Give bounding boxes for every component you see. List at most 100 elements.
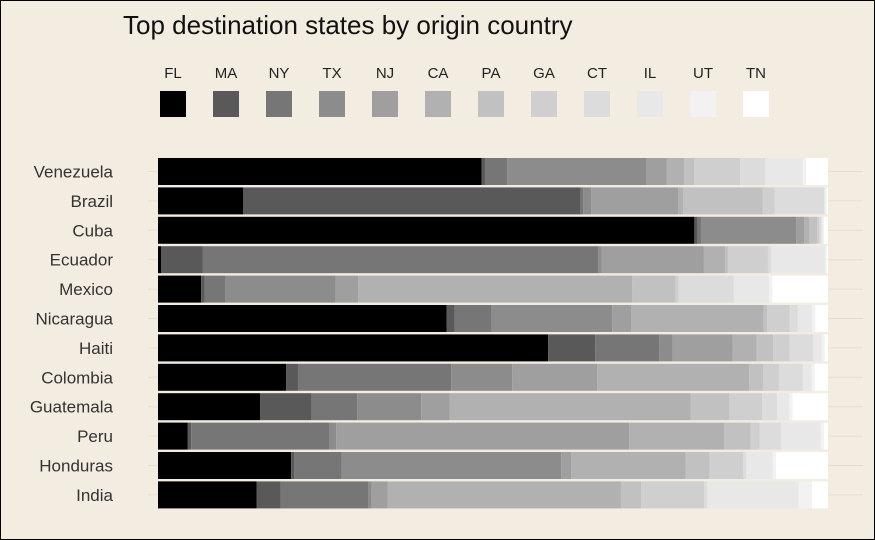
bar-segment-ca: [449, 393, 691, 421]
bar-segment-ca: [804, 216, 810, 244]
bar-segment-il: [746, 452, 773, 479]
bar-segment-ny: [311, 393, 358, 421]
category-label: Nicaragua: [36, 310, 114, 329]
bar-segment-ny: [595, 334, 660, 362]
bar-segment-ct: [704, 481, 708, 509]
bar-segment-ca: [387, 481, 621, 509]
bar-segment-nj: [561, 452, 572, 479]
bar-segment-ny: [191, 422, 330, 450]
legend-swatch-tn: [743, 91, 769, 117]
legend-label-tx: TX: [322, 65, 341, 82]
bar-segment-fl: [158, 422, 188, 450]
bar-segment-ga: [728, 246, 768, 274]
bar-segment-ut: [811, 305, 816, 332]
legend-label-fl: FL: [164, 65, 182, 82]
bar-segment-il: [780, 422, 821, 450]
category-label: Ecuador: [50, 251, 114, 270]
bar-segment-pa: [725, 246, 729, 274]
bar-segment-ma: [291, 452, 295, 479]
bar-segment-ma: [187, 422, 192, 450]
bar-segment-ct: [789, 305, 798, 332]
bar-segment-tx: [491, 305, 613, 332]
bar-segment-ut: [811, 363, 815, 391]
bar-segment-ut: [825, 187, 827, 215]
bar-segment-fl: [158, 481, 257, 509]
bar-segment-il: [797, 305, 812, 332]
bar-segment-tn: [815, 305, 828, 332]
bar-segment-nj: [612, 305, 632, 332]
bar-segment-nj: [601, 246, 704, 274]
bar-segment-il: [771, 246, 826, 274]
bar-segment-ca: [358, 275, 633, 303]
bar-segment-nj: [796, 216, 805, 244]
legend-label-ct: CT: [587, 65, 607, 82]
bar-segment-pa: [749, 363, 763, 391]
bar-segment-ga: [709, 452, 744, 479]
bar-segment-ca: [597, 363, 750, 391]
category-label: Peru: [77, 427, 113, 446]
bar-segment-nj: [336, 422, 630, 450]
bar-segment-ga: [641, 481, 705, 509]
bar-segment-tn: [826, 246, 828, 274]
bar-segment-ma: [201, 275, 205, 303]
bar-segment-ga: [675, 275, 679, 303]
legend-label-ny: NY: [269, 65, 290, 82]
bar-segment-ut: [789, 393, 793, 421]
bar-row: [158, 187, 828, 215]
bar-row: [158, 334, 828, 362]
bar-segment-nj: [371, 481, 388, 509]
bar-segment-tn: [811, 481, 828, 509]
bar-segment-il: [812, 334, 822, 362]
bar-segment-tx: [583, 187, 592, 215]
bar-segment-ca: [732, 334, 757, 362]
legend-swatch-ut: [690, 91, 716, 117]
bar-segment-tx: [341, 452, 562, 479]
bar-segment-tn: [775, 452, 828, 479]
bar-segment-ut: [798, 481, 812, 509]
bar-segment-fl: [158, 246, 162, 274]
bar-segment-fl: [158, 393, 261, 421]
bar-segment-ma: [481, 158, 485, 185]
bar-segment-ut: [821, 334, 825, 362]
bars: [158, 158, 828, 509]
bar-segment-nj: [512, 363, 598, 391]
bar-segment-pa: [756, 334, 774, 362]
bar-row: [158, 275, 828, 303]
bar-segment-ma: [260, 393, 312, 421]
bar-segment-ma: [161, 246, 203, 274]
bar-segment-pa: [632, 275, 676, 303]
bar-segment-ny: [204, 275, 225, 303]
bar-segment-il: [707, 481, 799, 509]
bar-segment-fl: [158, 305, 447, 332]
bar-row: [158, 246, 828, 274]
bar-segment-ga: [729, 393, 763, 421]
bar-segment-ma: [694, 216, 698, 244]
bar-segment-ca: [703, 246, 726, 274]
bar-segment-ct: [759, 422, 781, 450]
bar-segment-ca: [629, 422, 724, 450]
legend-swatch-il: [637, 91, 663, 117]
category-label: India: [76, 486, 113, 505]
legend-label-ut: UT: [693, 65, 713, 82]
bar-segment-ga: [694, 158, 741, 185]
bar-segment-tn: [814, 363, 828, 391]
bar-segment-fl: [158, 187, 244, 215]
bar-segment-ut: [825, 246, 827, 274]
bar-segment-nj: [591, 187, 678, 215]
legend-swatch-ca: [425, 91, 451, 117]
bar-segment-fl: [158, 363, 287, 391]
bar-row: [158, 363, 828, 391]
bar-segment-fl: [158, 158, 482, 185]
bar-segment-ca: [666, 158, 684, 185]
legend-label-pa: PA: [482, 65, 501, 82]
bar-segment-ma: [286, 363, 298, 391]
bar-segment-il: [733, 275, 769, 303]
bar-segment-fl: [158, 275, 202, 303]
bar-segment-il: [776, 393, 790, 421]
bar-segment-ma: [548, 334, 596, 362]
category-label: Brazil: [70, 192, 113, 211]
bar-segment-ct: [678, 275, 734, 303]
bar-segment-ga: [750, 422, 760, 450]
bar-row: [158, 305, 828, 332]
